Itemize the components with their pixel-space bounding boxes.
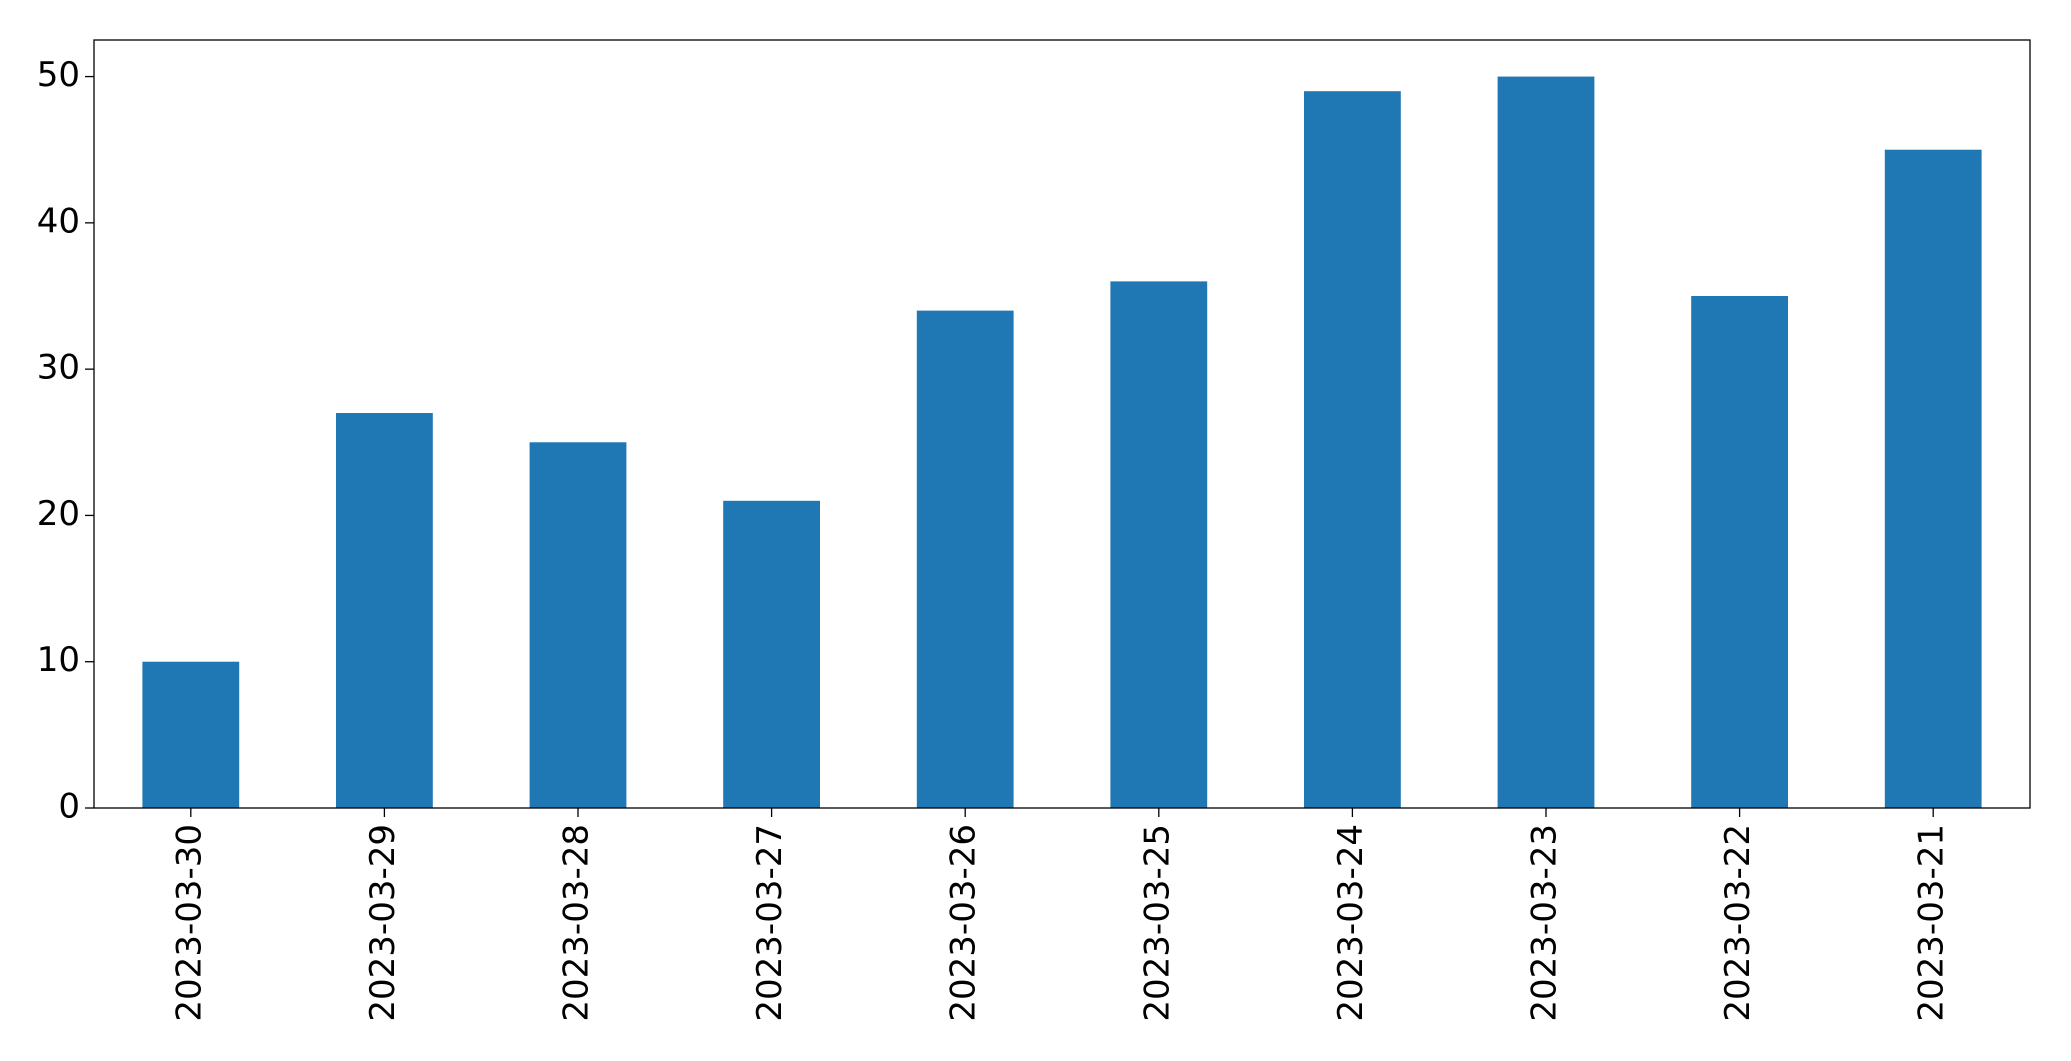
y-tick-label: 0 (58, 787, 80, 827)
y-tick-label: 20 (37, 494, 80, 534)
x-tick-label: 2023-03-21 (1912, 824, 1952, 1022)
y-tick-label: 30 (37, 348, 80, 388)
x-tick-label: 2023-03-30 (169, 824, 209, 1022)
x-tick-label: 2023-03-25 (1137, 824, 1177, 1022)
y-tick-label: 50 (37, 55, 80, 95)
x-tick-label: 2023-03-23 (1525, 824, 1565, 1022)
y-tick-label: 10 (37, 640, 80, 680)
bar (1691, 296, 1788, 808)
bar (1884, 149, 1982, 808)
bar (1497, 76, 1595, 809)
bar (142, 661, 240, 808)
bar (529, 442, 627, 808)
x-tick-label: 2023-03-22 (1718, 824, 1758, 1022)
x-tick-label: 2023-03-29 (363, 824, 403, 1022)
x-tick-label: 2023-03-24 (1331, 824, 1371, 1022)
bar (916, 310, 1014, 808)
bar (336, 413, 433, 808)
x-tick-label: 2023-03-26 (944, 824, 984, 1022)
axes-frame (93, 39, 2031, 809)
bar (1110, 281, 1208, 808)
bar (1304, 91, 1401, 808)
x-tick-label: 2023-03-27 (750, 824, 790, 1022)
y-tick-label: 40 (37, 201, 80, 241)
x-tick-label: 2023-03-28 (557, 824, 597, 1022)
bar (723, 500, 820, 808)
